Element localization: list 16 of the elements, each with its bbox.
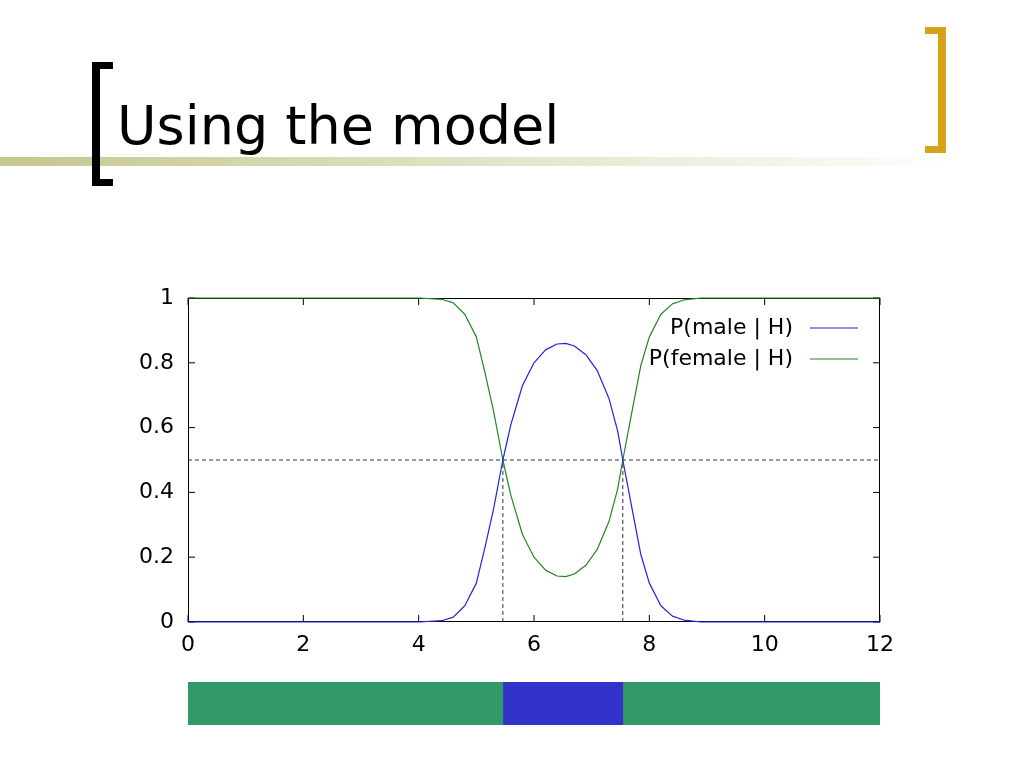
legend-label: P(female | H) — [648, 344, 793, 371]
y-tick-label: 0 — [160, 607, 174, 633]
x-tick-label: 6 — [527, 630, 541, 656]
chart-title: Using the model — [117, 94, 560, 158]
x-tick-label: 0 — [181, 630, 195, 656]
y-tick-label: 0.6 — [139, 413, 174, 439]
x-tick-label: 2 — [296, 630, 311, 656]
x-tick-label: 4 — [411, 630, 426, 656]
legend-label: P(male | H) — [670, 313, 793, 340]
y-tick-label: 0.2 — [139, 542, 174, 568]
y-tick-label: 0.8 — [139, 348, 174, 374]
x-tick-label: 12 — [866, 630, 894, 656]
x-tick-label: 10 — [750, 630, 779, 656]
x-tick-label: 8 — [642, 630, 657, 656]
y-tick-label: 1 — [160, 283, 174, 309]
y-tick-label: 0.4 — [139, 478, 174, 504]
